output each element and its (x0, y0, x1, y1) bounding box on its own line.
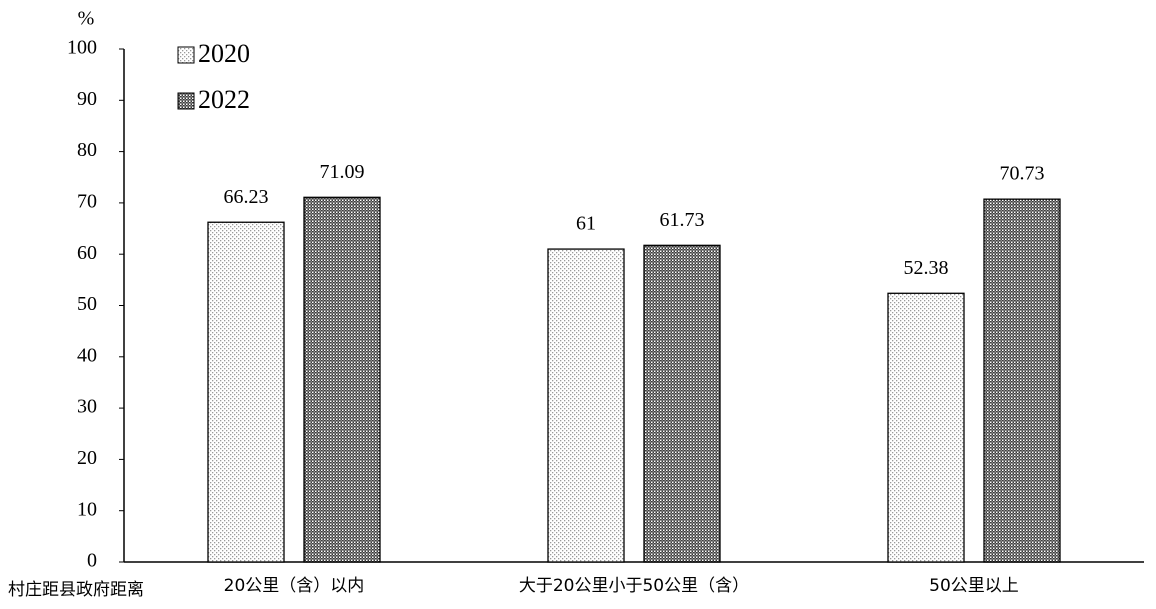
x-tick-label: 50公里以上 (929, 576, 1019, 596)
legend-label: 2022 (198, 85, 250, 114)
y-axis-label: % (78, 8, 95, 30)
value-label: 52.38 (904, 257, 949, 279)
bar (983, 198, 1061, 563)
y-tick-label: 80 (77, 139, 97, 161)
bar (303, 196, 381, 563)
bar (643, 244, 721, 563)
y-tick-label: 50 (77, 293, 97, 315)
y-tick-label: 70 (77, 190, 97, 212)
value-label: 71.09 (320, 161, 365, 183)
legend-label: 2020 (198, 39, 250, 68)
x-tick-label: 大于20公里小于50公里（含） (519, 576, 749, 596)
bar (887, 292, 965, 563)
y-tick-label: 60 (77, 242, 97, 264)
value-label: 70.73 (1000, 163, 1045, 185)
value-label: 61 (576, 213, 596, 235)
y-tick-label: 20 (77, 447, 97, 469)
y-tick-label: 10 (77, 498, 97, 520)
legend-swatch (177, 46, 195, 64)
y-tick-label: 90 (77, 88, 97, 110)
y-tick-label: 30 (77, 396, 97, 418)
value-label: 61.73 (660, 209, 705, 231)
bar (207, 221, 285, 563)
x-tick-label: 20公里（含）以内 (224, 576, 365, 596)
x-axis-label: 村庄距县政府距离 (8, 580, 144, 600)
y-tick-label: 40 (77, 344, 97, 366)
y-tick-label: 0 (87, 550, 97, 572)
bar (547, 248, 625, 563)
value-label: 66.23 (224, 186, 269, 208)
y-tick-label: 100 (67, 37, 97, 59)
legend-swatch (177, 92, 195, 110)
